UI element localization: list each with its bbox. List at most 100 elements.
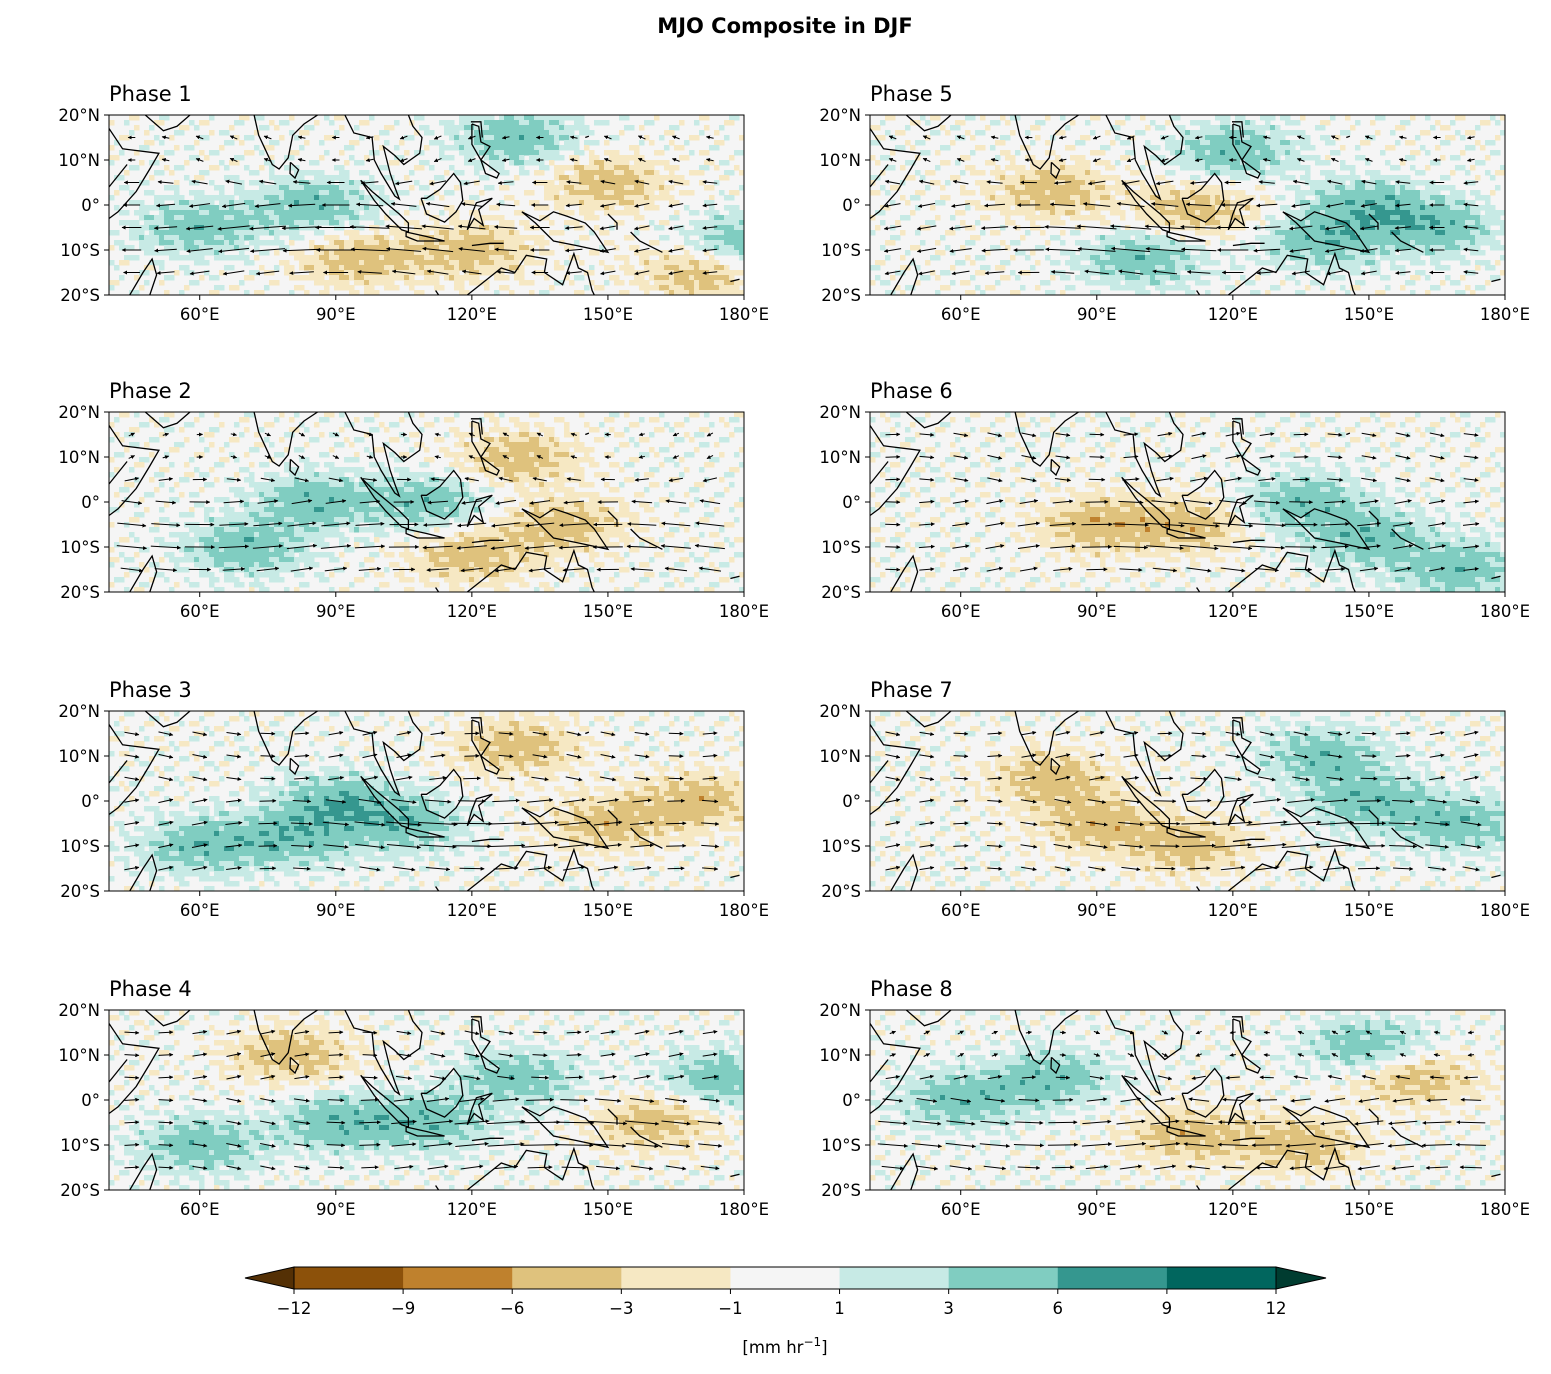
precip-cell xyxy=(1255,125,1261,131)
precip-cell xyxy=(529,290,535,295)
coastline xyxy=(253,115,318,170)
precip-cell xyxy=(1030,125,1036,131)
precip-cell xyxy=(269,220,275,226)
precip-cell xyxy=(289,150,295,156)
precip-cell xyxy=(464,160,470,166)
precip-cell xyxy=(1460,235,1466,241)
precip-cell xyxy=(364,195,370,201)
precip-cell xyxy=(439,265,445,271)
precip-cell xyxy=(279,240,285,246)
precip-cell xyxy=(1105,250,1111,256)
precip-cell xyxy=(379,265,385,271)
precip-cell xyxy=(499,220,505,226)
precip-cell xyxy=(1020,210,1026,216)
precip-cell xyxy=(554,265,560,271)
precip-cell xyxy=(1070,145,1076,151)
precip-cell xyxy=(414,280,420,286)
precip-cell xyxy=(379,200,385,206)
precip-cell xyxy=(1360,260,1366,266)
precip-cell xyxy=(379,235,385,241)
precip-cell xyxy=(960,210,966,216)
precip-cell xyxy=(1225,275,1231,281)
precip-cell xyxy=(1375,115,1381,121)
precip-cell xyxy=(694,275,700,281)
precip-cell xyxy=(1100,260,1106,266)
precip-cell xyxy=(1000,195,1006,201)
precip-cell xyxy=(674,260,680,266)
precip-cell xyxy=(519,125,525,131)
precip-cell xyxy=(654,195,660,201)
precip-cell xyxy=(1190,210,1196,216)
precip-cell xyxy=(229,235,235,241)
precip-cell xyxy=(324,200,330,206)
precip-cell xyxy=(739,245,744,251)
precip-cell xyxy=(1160,260,1166,266)
precip-cell xyxy=(684,250,690,256)
precip-cell xyxy=(404,150,410,156)
precip-cell xyxy=(334,205,340,211)
precip-cell xyxy=(644,205,650,211)
precip-cell xyxy=(1175,190,1181,196)
precip-cell xyxy=(1105,205,1111,211)
precip-cell xyxy=(1060,220,1066,226)
lon-tick-label: 180°E xyxy=(719,305,769,324)
precip-cell xyxy=(624,255,630,261)
precip-cell xyxy=(489,215,495,221)
precip-cell xyxy=(1340,145,1346,151)
precip-cell xyxy=(539,150,545,156)
precip-cell xyxy=(549,285,555,291)
precip-cell xyxy=(1260,260,1266,266)
precip-cell xyxy=(1380,195,1386,201)
precip-cell xyxy=(1130,280,1136,286)
precip-cell xyxy=(1090,175,1096,181)
precip-cell xyxy=(1155,220,1161,226)
precip-cell xyxy=(229,210,235,216)
precip-cell xyxy=(289,215,295,221)
precip-cell xyxy=(369,115,375,121)
precip-cell xyxy=(439,245,445,251)
coastline xyxy=(405,231,445,242)
precip-cell xyxy=(1110,250,1116,256)
precip-cell xyxy=(1155,235,1161,241)
precip-cell xyxy=(319,140,325,146)
precip-cell xyxy=(214,195,220,201)
precip-cell xyxy=(334,280,340,286)
precip-cell xyxy=(1395,230,1401,236)
precip-cell xyxy=(1125,235,1131,241)
precip-cell xyxy=(324,135,330,141)
precip-cell xyxy=(619,130,625,136)
precip-cell xyxy=(1405,120,1411,126)
precip-cell xyxy=(1435,285,1441,291)
precip-cell xyxy=(604,190,610,196)
precip-cell xyxy=(1215,145,1221,151)
precip-cell xyxy=(910,260,916,266)
precip-cell xyxy=(1085,280,1091,286)
wind-vector xyxy=(702,270,718,275)
precip-cell xyxy=(604,185,610,191)
precip-cell xyxy=(349,290,355,295)
precip-cell xyxy=(985,285,991,291)
precip-cell xyxy=(429,275,435,281)
precip-cell xyxy=(244,190,250,196)
precip-cell xyxy=(1200,165,1206,171)
precip-cell xyxy=(514,240,520,246)
precip-cell xyxy=(1380,180,1386,186)
precip-cell xyxy=(679,290,685,295)
precip-cell xyxy=(1455,250,1461,256)
precip-cell xyxy=(474,260,480,266)
precip-cell xyxy=(1070,230,1076,236)
precip-cell xyxy=(519,155,525,161)
precip-cell xyxy=(229,230,235,236)
precip-cell xyxy=(499,230,505,236)
precip-cell xyxy=(1025,190,1031,196)
precip-cell xyxy=(875,125,881,131)
precip-cell xyxy=(444,265,450,271)
precip-cell xyxy=(264,240,270,246)
precip-cell xyxy=(1080,205,1086,211)
precip-cell xyxy=(609,170,615,176)
precip-cell xyxy=(359,160,365,166)
precip-cell xyxy=(404,280,410,286)
precip-cell xyxy=(1010,185,1016,191)
precip-cell xyxy=(1415,195,1421,201)
precip-cell xyxy=(1035,200,1041,206)
